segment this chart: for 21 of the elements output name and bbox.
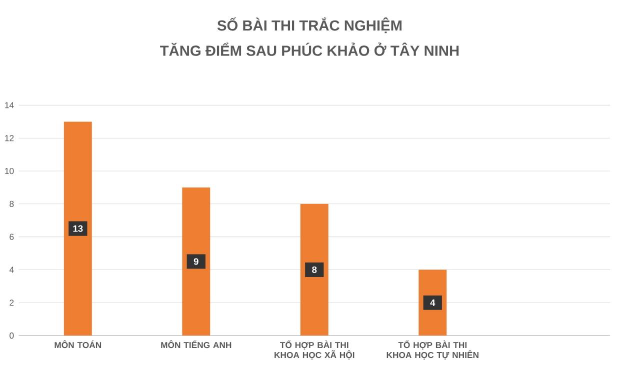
y-tick-label: 14 <box>5 102 14 108</box>
bar <box>300 204 328 336</box>
data-label: 4 <box>430 299 436 306</box>
x-tick-label: MÔN TOÁN <box>54 340 102 348</box>
chart-subtitle: TĂNG ĐIỂM SAU PHÚC KHẢO Ở TÂY NINH <box>160 42 459 56</box>
data-label: 13 <box>73 225 83 232</box>
y-tick-label: 10 <box>5 168 14 174</box>
bar <box>182 187 210 336</box>
y-tick-label: 4 <box>9 266 14 273</box>
x-tick-label: TỔ HỢP BÀI THI KHOA HỌC XÃ HỘI <box>274 340 354 360</box>
y-tick-label: 0 <box>10 332 14 339</box>
bar <box>64 122 92 336</box>
chart-title: SỐ BÀI THI TRẮC NGHIỆM <box>217 17 402 34</box>
y-tick-label: 2 <box>10 300 14 306</box>
y-tick-label: 6 <box>10 234 14 240</box>
y-tick-label: 8 <box>10 200 14 207</box>
data-label: 9 <box>194 258 198 265</box>
data-label: 8 <box>312 266 317 273</box>
x-tick-label: MÔN TIẾNG ANH <box>161 340 232 348</box>
x-tick-label: TỔ HỢP BÀI THI KHOA HỌC TỰ NHIÊN <box>386 340 478 360</box>
y-tick-label: 12 <box>5 135 14 142</box>
